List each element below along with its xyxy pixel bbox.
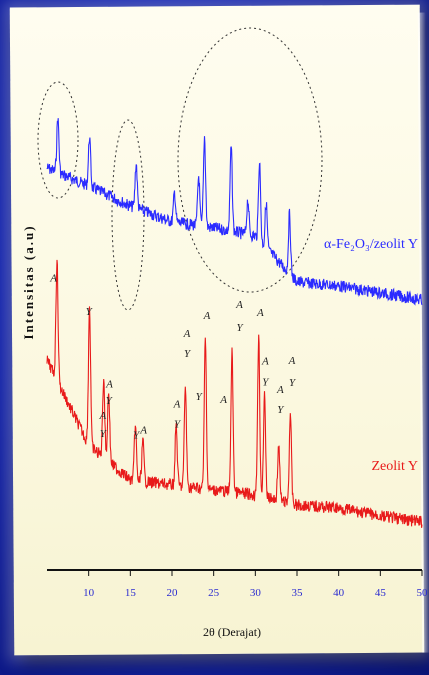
- series-label-2: Zeolit Y: [371, 459, 418, 474]
- highlight-ellipses: [37, 27, 323, 311]
- series-line-2: [46, 259, 423, 528]
- peak-label: A: [49, 273, 57, 285]
- x-tick-label: 45: [375, 587, 387, 599]
- x-axis-label: 2θ (Derajat): [203, 625, 261, 639]
- peak-label: A: [256, 307, 264, 319]
- peak-label: A: [219, 394, 227, 406]
- series-layer: [46, 118, 423, 528]
- peak-label: A: [173, 399, 181, 411]
- peak-label: Y: [262, 376, 270, 388]
- peak-label: A: [105, 379, 113, 391]
- peak-label: Y: [196, 391, 204, 403]
- x-tick-label: 20: [167, 587, 179, 599]
- axes-layer: [47, 569, 423, 576]
- x-tick-labels: 10 15 20 25 30 35 40 45 50: [83, 587, 428, 599]
- peak-label: A: [139, 425, 147, 437]
- peak-label: Y: [289, 377, 297, 389]
- x-tick-label: 40: [333, 587, 345, 599]
- y-axis-label: Intensitas (a.u): [21, 224, 36, 339]
- peak-label: A: [98, 410, 106, 422]
- series-line-1: [46, 118, 423, 306]
- peak-label: Y: [277, 404, 285, 416]
- series-labels: α-Fe₂O₃/zeolit Y Zeolit Y: [324, 237, 418, 474]
- highlight-ellipse-3: [177, 27, 323, 293]
- peak-label: Y: [236, 322, 244, 334]
- x-tick-label: 10: [83, 587, 95, 599]
- highlight-ellipse-1: [37, 81, 79, 199]
- peak-label: Y: [133, 430, 141, 442]
- highlight-ellipse-2: [111, 119, 145, 311]
- x-tick-label: 25: [208, 587, 220, 599]
- peak-label: A: [261, 355, 269, 367]
- peak-label: A: [235, 299, 243, 311]
- peak-label: Y: [174, 419, 182, 431]
- x-tick-label: 50: [417, 587, 429, 599]
- peak-label: Y: [86, 306, 94, 318]
- series-label-1: α-Fe₂O₃/zeolit Y: [324, 237, 418, 252]
- x-tick-label: 35: [292, 587, 304, 599]
- x-tick-label: 15: [125, 587, 137, 599]
- peak-label: Y: [184, 348, 192, 360]
- x-tick-label: 30: [250, 587, 262, 599]
- peak-label: Y: [106, 395, 114, 407]
- peak-label: A: [203, 310, 211, 322]
- peak-label: Y: [100, 428, 108, 440]
- peak-label: A: [276, 384, 284, 396]
- peak-label: A: [183, 328, 191, 340]
- peak-label: A: [288, 355, 296, 367]
